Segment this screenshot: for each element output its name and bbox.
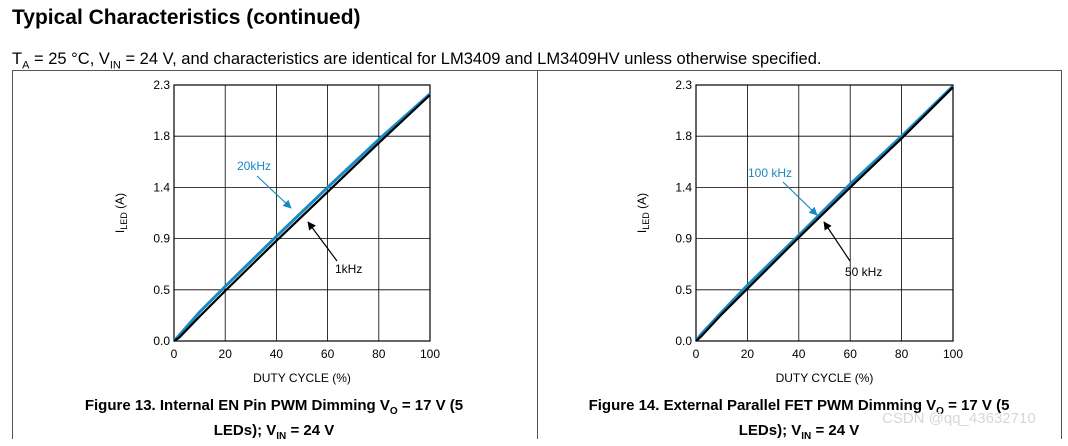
- y-tick-label: 0.9: [153, 232, 170, 246]
- series-line: [172, 92, 431, 343]
- caption-text: LEDs); V: [738, 422, 802, 439]
- y-tick-label: 1.8: [675, 129, 692, 143]
- x-tick-label: 100: [943, 347, 963, 361]
- y-tick-label: 0.5: [675, 283, 692, 297]
- y-tick-label: 0.5: [153, 283, 170, 297]
- y-axis-title-main: I: [113, 230, 127, 233]
- figure-14-chart: 0 20 40 60 80 100 0.0 0.5 0.9 1.4 1.8 2.3 100 kHz 50 …: [635, 78, 963, 385]
- conditions-rest: = 24 V, and characteristics are identica…: [120, 50, 822, 68]
- x-axis-title: DUTY CYCLE (%): [253, 371, 351, 385]
- y-axis-title-main: I: [635, 230, 649, 233]
- x-axis-title: DUTY CYCLE (%): [776, 371, 874, 385]
- caption-text: LEDs); V: [213, 422, 277, 439]
- series-line: [695, 86, 954, 342]
- x-tick-label: 40: [792, 347, 806, 361]
- vin-subscript: IN: [109, 59, 121, 72]
- plot-frame: [695, 84, 954, 342]
- x-tick-label: 80: [372, 347, 386, 361]
- caption-text: = 17 V (5: [943, 397, 1010, 414]
- y-axis-title: ILED (A): [635, 193, 651, 233]
- conditions-text: TA = 25 °C, VIN = 24 V, and characterist…: [12, 50, 821, 71]
- y-axis-title-unit: (A): [635, 193, 649, 212]
- y-tick-label: 0.0: [153, 334, 170, 348]
- caption-text: = 17 V (5: [397, 397, 464, 414]
- section-title: Typical Characteristics (continued): [12, 6, 361, 29]
- figure-14-panel: [537, 70, 1062, 439]
- x-tick-label: 100: [420, 347, 440, 361]
- y-axis-title-subscript: LED: [119, 212, 129, 230]
- x-tick-label: 20: [219, 347, 233, 361]
- x-tick-label: 20: [741, 347, 755, 361]
- ta-value: = 25 °C, V: [29, 50, 110, 68]
- y-tick-label: 2.3: [675, 78, 692, 92]
- x-tick-label: 60: [321, 347, 335, 361]
- ta-subscript: A: [22, 59, 30, 72]
- caption-subscript: O: [389, 406, 398, 417]
- caption-subscript: IN: [801, 431, 812, 442]
- caption-text: = 24 V: [811, 422, 860, 439]
- caption-text: Figure 14. External Parallel FET PWM Dim…: [588, 397, 937, 414]
- watermark: CSDN @qq_43632710: [882, 410, 1036, 427]
- x-tick-label: 80: [895, 347, 909, 361]
- series-line: [694, 85, 955, 342]
- figure-13-chart: 0 20 40 60 80 100 0.0 0.5 0.9 1.4 1.8 2.3 20kHz 1kHz I…: [113, 78, 440, 385]
- y-tick-label: 0.9: [675, 232, 692, 246]
- y-tick-label: 1.4: [153, 180, 170, 194]
- y-axis-title: ILED (A): [113, 193, 129, 233]
- caption-text: Figure 13. Internal EN Pin PWM Dimming V: [84, 397, 390, 414]
- plot-frame: [173, 84, 431, 342]
- y-tick-label: 2.3: [153, 78, 170, 92]
- y-tick-label: 1.8: [153, 129, 170, 143]
- series-annotation-label: 20kHz: [237, 159, 271, 173]
- series-line: [173, 94, 431, 342]
- y-tick-label: 0.0: [675, 334, 692, 348]
- x-tick-label: 60: [844, 347, 858, 361]
- caption-subscript: O: [936, 406, 944, 417]
- caption-text: = 24 V: [286, 422, 335, 439]
- y-tick-label: 1.4: [675, 180, 692, 194]
- caption-subscript: IN: [276, 431, 287, 442]
- annotation-arrow: [782, 181, 818, 216]
- annotation-arrow: [823, 221, 851, 262]
- x-tick-label: 0: [171, 347, 178, 361]
- ta-symbol: T: [12, 50, 23, 68]
- y-axis-title-unit: (A): [113, 193, 127, 212]
- figure-14-caption: Figure 14. External Parallel FET PWM Dim…: [539, 396, 1059, 446]
- annotation-arrow: [307, 221, 338, 262]
- x-tick-label: 40: [270, 347, 284, 361]
- y-axis-title-subscript: LED: [641, 212, 651, 230]
- series-annotation-label: 1kHz: [335, 262, 362, 276]
- series-annotation-label: 50 kHz: [845, 265, 882, 279]
- x-tick-label: 0: [693, 347, 700, 361]
- series-annotation-label: 100 kHz: [748, 166, 792, 180]
- annotation-arrow: [256, 175, 292, 209]
- figure-13-caption: Figure 13. Internal EN Pin PWM Dimming V…: [14, 396, 534, 446]
